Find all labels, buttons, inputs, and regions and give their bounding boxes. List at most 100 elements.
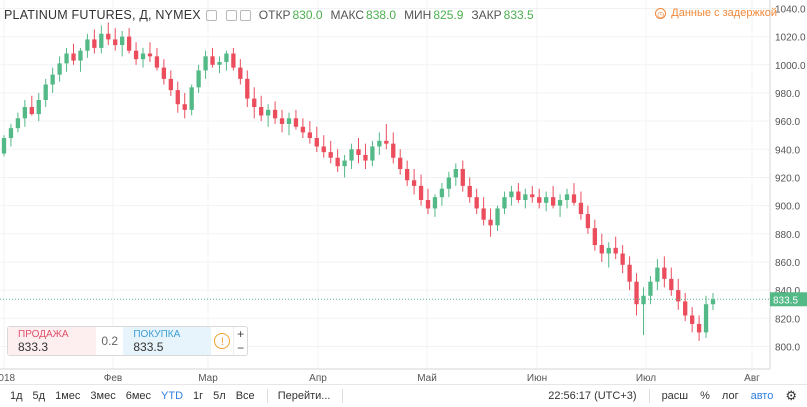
candle-body [133,50,139,60]
session-toggle[interactable]: расш [661,390,689,402]
candle-body [293,118,299,127]
candle-body [641,295,646,305]
y-tick-label: 880.0 [775,230,800,241]
candle-body [391,143,396,158]
candle-body [592,228,597,246]
plus-button[interactable]: + [237,327,245,341]
candle-body [161,67,167,79]
candle-body [370,146,375,161]
candle-body [272,109,278,119]
candle-body [85,39,90,51]
candle-body [648,281,653,296]
range-3m[interactable]: 3мес [90,390,116,402]
range-5y[interactable]: 5л [213,390,226,402]
sell-button[interactable]: ПРОДАЖА 833.3 [8,327,97,355]
candle-body [481,208,486,220]
delay-notice[interactable]: ◷ Данные с задержкой [655,7,777,19]
candle-body [676,290,681,302]
y-tick-label: 800.0 [775,342,800,353]
candle-body [231,53,236,68]
candle-body [120,36,125,46]
candle-body [92,39,97,48]
candle-body [384,140,389,144]
candle-body [22,107,28,119]
symbol-title: PLATINUM FUTURES, Д, NYMEX [4,8,201,22]
range-ytd[interactable]: YTD [161,390,184,402]
y-tick-label: 1040.0 [775,4,806,15]
x-tick-label: Апр [309,373,327,384]
candle-body [627,264,632,282]
range-1d[interactable]: 1д [10,390,23,402]
candle-body [557,199,563,206]
goto-date-button[interactable]: Перейти... [277,390,331,402]
candle-body [252,98,257,108]
candle-body [502,197,507,209]
candle-body [599,245,604,254]
candle-body [495,208,500,226]
candle-body [238,67,243,79]
last-price-label: 833.5 [773,295,798,306]
candle-body [29,107,34,115]
x-tick-label: Фев [104,373,122,384]
settings-square-icon[interactable] [225,9,237,21]
percent-toggle[interactable]: % [700,390,710,402]
candle-body [43,84,48,100]
toolbar-divider [266,389,268,403]
candle-body [550,197,556,206]
candle-body [634,281,639,305]
candle-body [78,50,83,61]
range-1m[interactable]: 1мес [55,390,81,402]
candle-body [620,253,625,265]
candle-body [446,177,452,189]
clock-timezone[interactable]: 22:56:17 (UTC+3) [548,390,637,402]
buy-button[interactable]: ПОКУПКА 833.5 [123,327,212,355]
y-tick-label: 1000.0 [775,61,806,72]
log-toggle[interactable]: лог [721,390,739,402]
candle-body [307,132,312,139]
candle-body [328,152,333,158]
ohlc-low-value: 825.9 [433,8,464,22]
candle-body [530,194,535,198]
compare-square-icon[interactable] [239,9,251,21]
candle-body [377,140,382,147]
info-button[interactable]: ! [211,327,233,355]
candle-body [286,118,292,124]
auto-toggle[interactable]: авто [750,390,774,402]
ohlc-close-label: ЗАКР [471,8,502,22]
candle-body [683,301,688,316]
x-tick-label: Июн [527,373,547,384]
range-5d[interactable]: 5д [32,390,46,402]
price-chart[interactable]: 800.0 820.0 840.0 860.0 880.0 900.0 920.0 940.0… [0,0,807,384]
candle-body [64,53,69,64]
sell-label: ПРОДАЖА [18,328,69,340]
toolbar-divider [648,389,650,403]
candle-body [321,146,326,153]
range-6m[interactable]: 6мес [125,390,152,402]
candle-body [363,154,368,161]
candle-body [474,197,479,209]
y-tick-label: 820.0 [775,314,800,325]
candle-body [523,194,528,200]
gear-icon[interactable]: ⚙ [785,388,797,403]
candle-body [113,39,118,46]
ohlc-low-label: МИН [404,8,432,22]
ohlc-open-value: 830.0 [292,8,323,22]
clock-icon: ◷ [655,7,667,19]
candle-body [154,56,160,68]
candle-body [147,53,153,57]
minus-button[interactable]: − [237,341,245,355]
ohlc-open-label: ОТКР [258,8,291,22]
candle-body [356,149,361,155]
hide-indicator-icon[interactable] [205,9,217,21]
candle-body [537,197,542,203]
candle-body [606,247,611,254]
candle-body [453,169,458,178]
ohlc-high-label: МАКС [330,8,365,22]
candle-body [564,194,570,200]
range-all[interactable]: Все [235,390,255,402]
range-1y[interactable]: 1г [193,390,204,402]
candle-body [509,191,514,198]
candle-body [439,188,445,198]
chart-legend: PLATINUM FUTURES, Д, NYMEX ОТКР 830.0 МА… [0,0,534,30]
candle-body [210,56,215,65]
